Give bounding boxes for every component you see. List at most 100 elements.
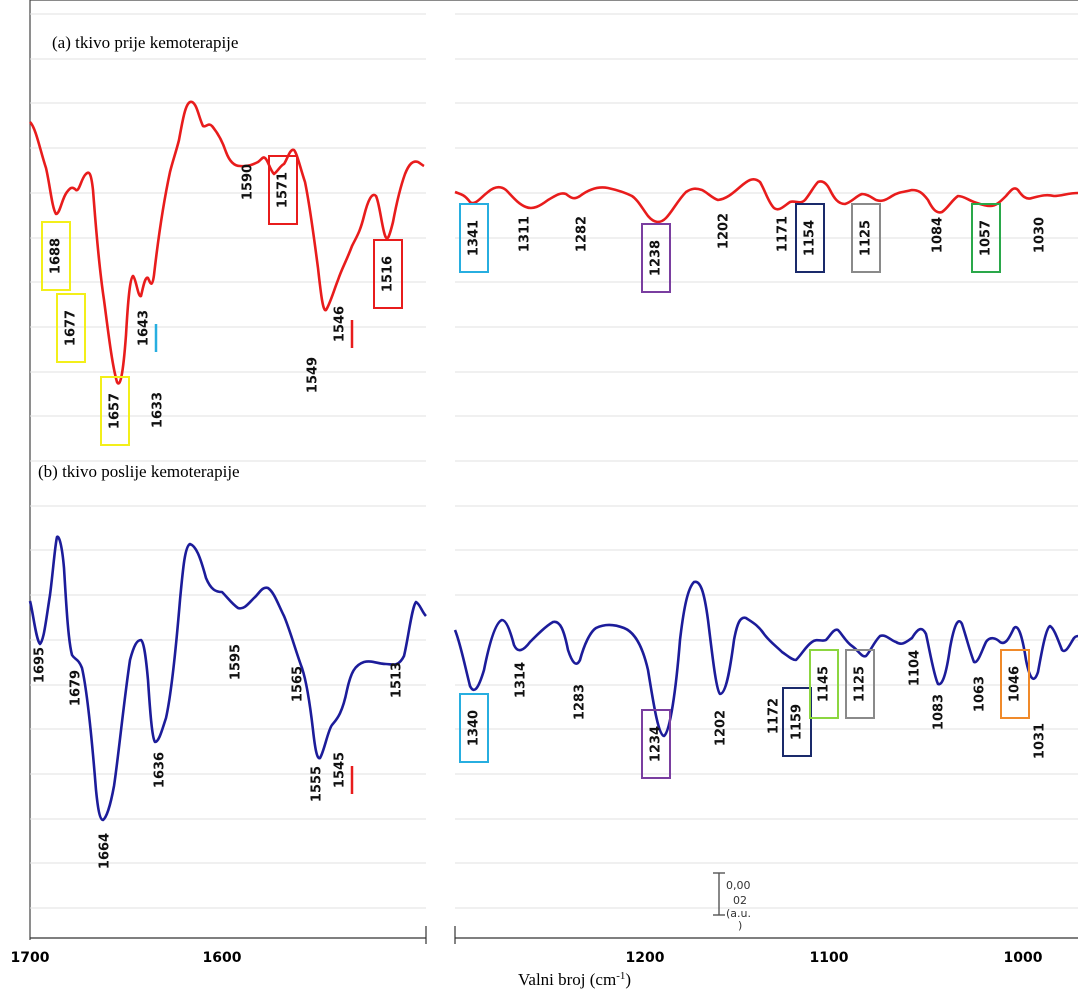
peak-label-text: 1546 <box>333 306 348 342</box>
peak-label-text: 1657 <box>108 393 123 429</box>
peak-label: 1549 <box>306 357 321 393</box>
peak-label-text: 1030 <box>1033 217 1048 253</box>
peak-label: 1546 <box>333 306 354 348</box>
peak-label-text: 1171 <box>776 216 791 252</box>
peak-label-text: 1125 <box>853 666 868 702</box>
peak-label: 1677 <box>56 293 86 363</box>
peak-label-text: 1084 <box>931 217 946 253</box>
peak-label-text: 1283 <box>573 684 588 720</box>
peak-label: 1046 <box>1000 649 1030 719</box>
peak-label-text: 1340 <box>467 710 482 746</box>
peak-label-text: 1125 <box>859 220 874 256</box>
peak-label-text: 1311 <box>518 216 533 252</box>
peak-label-text: 1549 <box>306 357 321 393</box>
peak-label-text: 1695 <box>33 647 48 683</box>
x-tick-1000: 1000 <box>1004 950 1043 966</box>
peak-box <box>100 376 130 446</box>
peak-label-text: 1341 <box>467 220 482 256</box>
x-tick-1600: 1600 <box>203 950 242 966</box>
peak-label: 1636 <box>153 752 168 788</box>
peak-label: 1145 <box>809 649 839 719</box>
peak-box <box>373 239 403 309</box>
peak-label: 1555 <box>310 766 325 802</box>
peak-label: 1031 <box>1033 723 1048 759</box>
peak-label-text: 1104 <box>908 650 923 686</box>
peak-label: 1695 <box>33 647 48 683</box>
peak-label: 1341 <box>459 203 489 273</box>
peak-label-text: 1238 <box>649 240 664 276</box>
peak-label-text: 1063 <box>973 676 988 712</box>
x-tick-1700: 1700 <box>11 950 50 966</box>
peak-label: 1657 <box>100 376 130 446</box>
peak-box <box>809 649 839 719</box>
peak-label-text: 1679 <box>69 670 84 706</box>
panel-b-title: (b) tkivo poslije kemoterapije <box>38 462 240 481</box>
peak-label: 1125 <box>851 203 881 273</box>
peak-label-text: 1555 <box>310 766 325 802</box>
x-tick-1100: 1100 <box>810 950 849 966</box>
scale-bar: 0,00 02 (a.u. ) <box>713 872 751 932</box>
gridlines <box>30 13 1078 909</box>
peak-label: 1643 <box>137 310 158 352</box>
peak-label-text: 1145 <box>817 666 832 702</box>
peak-box <box>845 649 875 719</box>
peak-label-text: 1046 <box>1008 666 1023 702</box>
peak-label-text: 1513 <box>390 662 405 698</box>
peak-label-text: 1314 <box>514 662 529 698</box>
peak-label-text: 1516 <box>381 256 396 292</box>
peak-box <box>459 203 489 273</box>
peak-label: 1688 <box>41 221 71 291</box>
x-axis-label-sup: -1 <box>616 970 625 982</box>
peak-label-text: 1031 <box>1033 723 1048 759</box>
peak-label: 1104 <box>908 650 923 686</box>
peak-box <box>782 687 812 757</box>
peak-box <box>971 203 1001 273</box>
peak-label: 1664 <box>98 833 113 869</box>
scale-bar-label-3: (a.u. <box>726 907 751 920</box>
peak-box <box>268 155 298 225</box>
peak-box <box>41 221 71 291</box>
peak-label-text: 1159 <box>790 704 805 740</box>
peak-label-text: 1677 <box>64 310 79 346</box>
peak-label: 1283 <box>573 684 588 720</box>
scale-bar-label-4: ) <box>738 919 742 932</box>
peak-label-text: 1154 <box>803 220 818 256</box>
peak-label-text: 1664 <box>98 833 113 869</box>
peak-label-text: 1057 <box>979 220 994 256</box>
peak-label-text: 1083 <box>932 694 947 730</box>
peak-label: 1030 <box>1033 217 1048 253</box>
peak-label: 1202 <box>714 710 729 746</box>
peak-label: 1679 <box>69 670 84 706</box>
peak-label: 1057 <box>971 203 1001 273</box>
x-tick-1200: 1200 <box>626 950 665 966</box>
peak-label-text: 1234 <box>649 726 664 762</box>
peak-label-text: 1633 <box>151 392 166 428</box>
peak-box <box>641 223 671 293</box>
peak-label-text: 1202 <box>717 213 732 249</box>
peak-label-text: 1282 <box>575 216 590 252</box>
peak-label-text: 1545 <box>333 752 348 788</box>
spectrum-b-right <box>453 580 1078 738</box>
peak-label: 1202 <box>717 213 732 249</box>
peak-label-text: 1688 <box>49 238 64 274</box>
peak-label: 1084 <box>931 217 946 253</box>
peak-label: 1595 <box>229 644 244 680</box>
peak-box <box>795 203 825 273</box>
peak-label: 1154 <box>795 203 825 273</box>
peak-box <box>851 203 881 273</box>
peak-label: 1234 <box>641 709 671 779</box>
peak-box <box>56 293 86 363</box>
peak-label-text: 1595 <box>229 644 244 680</box>
peak-box <box>641 709 671 779</box>
peak-labels: 1688 1677 1657 1643 1633 1590 1571 1549 1546 1516… <box>33 155 1048 869</box>
peak-label: 1340 <box>459 693 489 763</box>
peak-label-text: 1571 <box>276 172 291 208</box>
peak-label: 1545 <box>333 752 354 794</box>
peak-label: 1516 <box>373 239 403 309</box>
peak-label: 1513 <box>390 662 405 698</box>
peak-label-text: 1643 <box>137 310 152 346</box>
peak-label: 1238 <box>641 223 671 293</box>
peak-box <box>1000 649 1030 719</box>
peak-label-text: 1172 <box>767 698 782 734</box>
peak-label: 1171 <box>776 216 791 252</box>
